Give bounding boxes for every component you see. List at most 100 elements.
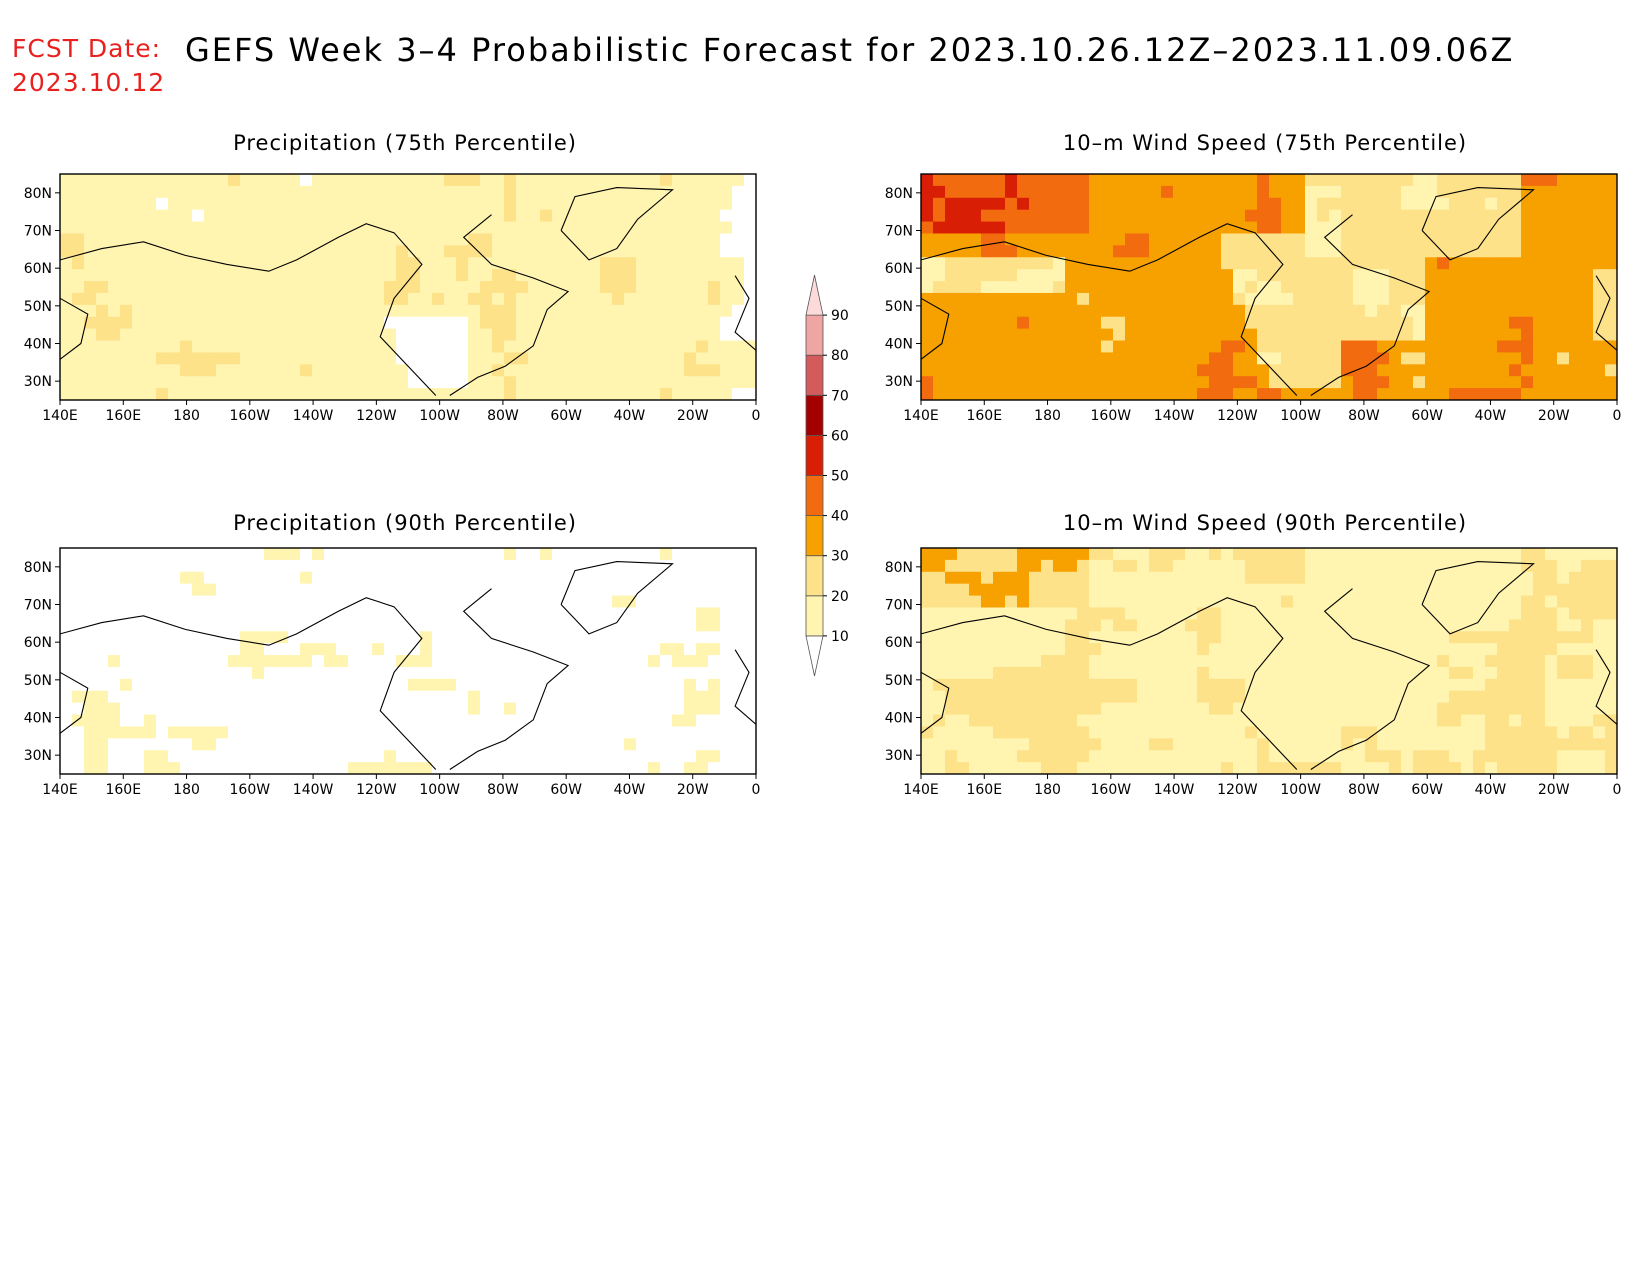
map-frame (59, 547, 757, 775)
lat-tick-label: 40N (24, 337, 52, 353)
lat-tick-label: 40N (885, 711, 913, 727)
lon-tick-label: 60W (1411, 408, 1443, 424)
colorbar-label: 30 (831, 549, 849, 565)
colorbar-segment (805, 635, 824, 677)
coastline (560, 561, 674, 635)
lat-tick-label: 70N (24, 598, 52, 614)
lat-tick-label: 50N (885, 673, 913, 689)
lon-tick-label: 100W (419, 782, 460, 798)
lat-tick-label: 60N (885, 261, 913, 277)
lon-tick-label: 40W (1475, 782, 1507, 798)
lon-tick-label: 0 (1613, 782, 1622, 798)
lon-tick-label: 140E (903, 782, 939, 798)
lon-tick-label: 160E (966, 408, 1002, 424)
lon-tick-label: 160W (230, 408, 271, 424)
colorbar: 10 20 30 40 50 60 70 80 90 (805, 274, 849, 677)
lon-tick-label: 140E (42, 782, 78, 798)
coastline (734, 275, 756, 351)
lon-tick-label: 40W (614, 408, 646, 424)
coastline (1310, 588, 1431, 770)
coastline (60, 597, 437, 770)
lon-tick-label: 120W (356, 782, 397, 798)
lon-tick-label: 120W (1217, 408, 1258, 424)
lat-tick-label: 30N (885, 748, 913, 764)
lon-tick-label: 160W (230, 782, 271, 798)
lon-tick-label: 40W (614, 782, 646, 798)
lon-tick-label: 140W (1154, 408, 1195, 424)
colorbar-label: 50 (831, 469, 849, 485)
lon-tick-label: 160W (1091, 782, 1132, 798)
lat-tick-label: 60N (24, 635, 52, 651)
panel-title-wind75: 10–m Wind Speed (75th Percentile) (1062, 131, 1468, 155)
colorbar-segment (805, 434, 824, 476)
lon-tick-label: 120W (1217, 782, 1258, 798)
colorbar-segment (805, 274, 824, 316)
lat-tick-label: 30N (24, 374, 52, 390)
lat-tick-label: 50N (885, 299, 913, 315)
lat-tick-label: 50N (24, 299, 52, 315)
map-frame (59, 173, 757, 401)
colorbar-segment (805, 595, 824, 637)
colorbar-segment (805, 515, 824, 557)
map-frame (920, 173, 1618, 401)
lon-tick-label: 100W (1280, 408, 1321, 424)
lat-tick-label: 70N (885, 224, 913, 240)
colorbar-label: 40 (831, 509, 849, 525)
lon-tick-label: 0 (752, 782, 761, 798)
lon-tick-label: 100W (419, 408, 460, 424)
lon-tick-label: 60W (550, 408, 582, 424)
page-title: GEFS Week 3–4 Probabilistic Forecast for… (185, 31, 1515, 69)
coastline (560, 187, 674, 261)
probability-field (921, 174, 1617, 400)
lon-tick-label: 80W (487, 782, 519, 798)
lon-tick-label: 0 (752, 408, 761, 424)
colorbar-label: 90 (831, 308, 849, 324)
lat-tick-label: 80N (885, 560, 913, 576)
lon-tick-label: 140E (903, 408, 939, 424)
coastline (60, 297, 89, 360)
lon-tick-label: 180 (1034, 782, 1061, 798)
coastline (921, 223, 1298, 396)
lon-tick-label: 120W (356, 408, 397, 424)
lat-tick-label: 80N (885, 186, 913, 202)
colorbar-segment (805, 475, 824, 516)
lon-tick-label: 60W (1411, 782, 1443, 798)
coastline (734, 649, 756, 725)
lon-tick-label: 100W (1280, 782, 1321, 798)
lon-tick-label: 160W (1091, 408, 1132, 424)
lon-tick-label: 80W (1348, 782, 1380, 798)
lat-tick-label: 70N (885, 598, 913, 614)
coastline (60, 671, 89, 734)
coastline (1421, 187, 1535, 261)
lon-tick-label: 140W (293, 408, 334, 424)
lat-tick-label: 70N (24, 224, 52, 240)
lat-tick-label: 30N (24, 748, 52, 764)
panel-title-precip90: Precipitation (90th Percentile) (233, 511, 577, 535)
lon-tick-label: 140W (1154, 782, 1195, 798)
lat-tick-label: 60N (24, 261, 52, 277)
colorbar-label: 60 (831, 428, 849, 444)
lon-tick-label: 20W (1538, 408, 1570, 424)
lon-tick-label: 80W (1348, 408, 1380, 424)
coastline (449, 214, 570, 396)
lon-tick-label: 140E (42, 408, 78, 424)
map-panel-precip75: 140E 160E 180 160W 140W 120W 100W 80W 60W 40W 20W 0… (24, 173, 761, 424)
lat-tick-label: 60N (885, 635, 913, 651)
lon-tick-label: 20W (1538, 782, 1570, 798)
lat-tick-label: 40N (885, 337, 913, 353)
coastline (921, 597, 1298, 770)
lon-tick-label: 80W (487, 408, 519, 424)
lon-tick-label: 160E (105, 782, 141, 798)
lon-tick-label: 20W (677, 408, 709, 424)
panel-title-precip75: Precipitation (75th Percentile) (233, 131, 577, 155)
colorbar-label: 70 (831, 388, 849, 404)
coastline (921, 297, 950, 360)
colorbar-segment (805, 394, 824, 436)
map-frame (920, 547, 1618, 775)
colorbar-label: 10 (831, 629, 849, 645)
map-panel-wind90: 140E 160E 180 160W 140W 120W 100W 80W 60W 40W 20W 0… (885, 547, 1622, 798)
lon-tick-label: 180 (173, 408, 200, 424)
coastline (1310, 214, 1431, 396)
coastline (449, 588, 570, 770)
